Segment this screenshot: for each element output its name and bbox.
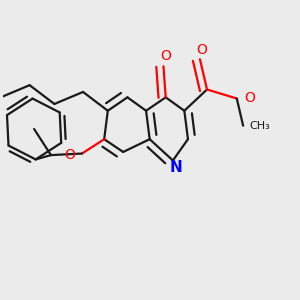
Text: N: N [169, 160, 182, 175]
Text: O: O [244, 92, 255, 106]
Text: O: O [160, 49, 171, 63]
Text: O: O [196, 43, 207, 57]
Text: O: O [64, 148, 75, 162]
Text: CH₃: CH₃ [249, 121, 270, 131]
